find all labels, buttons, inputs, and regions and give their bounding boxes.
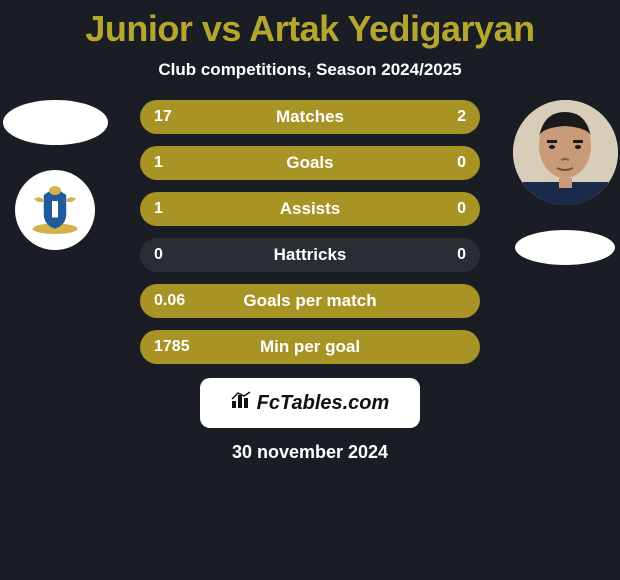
attribution-box[interactable]: FcTables.com (200, 378, 420, 428)
stat-label: Assists (280, 199, 340, 219)
subtitle: Club competitions, Season 2024/2025 (0, 60, 620, 80)
right-player-avatar (513, 100, 618, 205)
stat-bars: 17 Matches 2 1 Goals 0 1 Assists 0 0 Hattricks 0 0.0… (140, 100, 480, 364)
stat-left-value: 1 (154, 200, 163, 218)
page-title: Junior vs Artak Yedigaryan (0, 0, 620, 50)
left-club-badge (15, 170, 95, 250)
stat-left-value: 1 (154, 154, 163, 172)
stat-right-value: 2 (457, 108, 466, 126)
stat-row: 17 Matches 2 (140, 100, 480, 134)
comparison-panel: 17 Matches 2 1 Goals 0 1 Assists 0 0 Hattricks 0 0.0… (0, 100, 620, 364)
stat-row: 1785 Min per goal (140, 330, 480, 364)
stat-label: Hattricks (274, 245, 347, 265)
stat-label: Min per goal (260, 337, 360, 357)
stat-label: Goals per match (243, 291, 376, 311)
stat-row: 0.06 Goals per match (140, 284, 480, 318)
stat-right-value: 0 (457, 154, 466, 172)
stat-left-value: 1785 (154, 338, 190, 356)
stat-label: Goals (286, 153, 333, 173)
left-player-column (0, 100, 110, 250)
stat-row: 1 Goals 0 (140, 146, 480, 180)
stat-label: Matches (276, 107, 344, 127)
stat-left-value: 0.06 (154, 292, 185, 310)
stat-left-value: 0 (154, 246, 163, 264)
bar-chart-icon (231, 391, 253, 415)
avatar-icon (513, 100, 618, 205)
stat-right-value: 0 (457, 246, 466, 264)
left-player-avatar-placeholder (3, 100, 108, 145)
stat-row: 1 Assists 0 (140, 192, 480, 226)
stat-left-value: 17 (154, 108, 172, 126)
date-label: 30 november 2024 (0, 442, 620, 463)
stat-right-value: 0 (457, 200, 466, 218)
attribution-text: FcTables.com (257, 392, 390, 415)
right-club-badge-placeholder (515, 230, 615, 265)
stat-row: 0 Hattricks 0 (140, 238, 480, 272)
club-badge-icon (25, 180, 85, 240)
right-player-column (510, 100, 620, 265)
